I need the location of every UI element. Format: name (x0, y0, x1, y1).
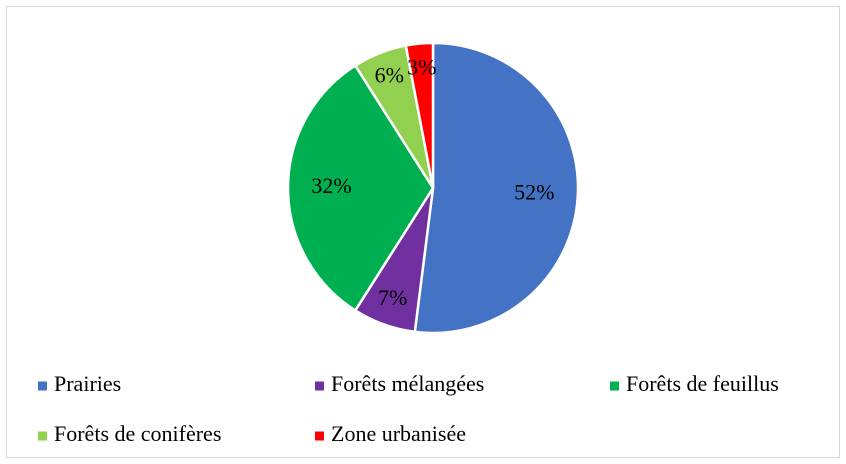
legend-marker (38, 381, 47, 391)
data-label: 52% (514, 179, 554, 204)
legend-marker (38, 431, 47, 441)
legend-label: Prairies (54, 371, 121, 396)
legend-label: Forêts de feuillus (626, 371, 779, 396)
pie-slice (286, 63, 435, 313)
legend-label: Forêts mélangées (331, 371, 484, 396)
data-label: 32% (311, 173, 351, 198)
pie-slice (413, 41, 580, 335)
legend-marker (315, 431, 324, 441)
pie-slice (404, 41, 435, 189)
legend-marker (610, 381, 619, 391)
legend-label: Zone urbanisée (331, 421, 466, 446)
data-label: 6% (375, 62, 404, 87)
legend-marker (315, 381, 324, 391)
data-label: 7% (378, 285, 407, 310)
data-label: 3% (407, 55, 436, 80)
legend-label: Forêts de conifères (54, 421, 221, 446)
